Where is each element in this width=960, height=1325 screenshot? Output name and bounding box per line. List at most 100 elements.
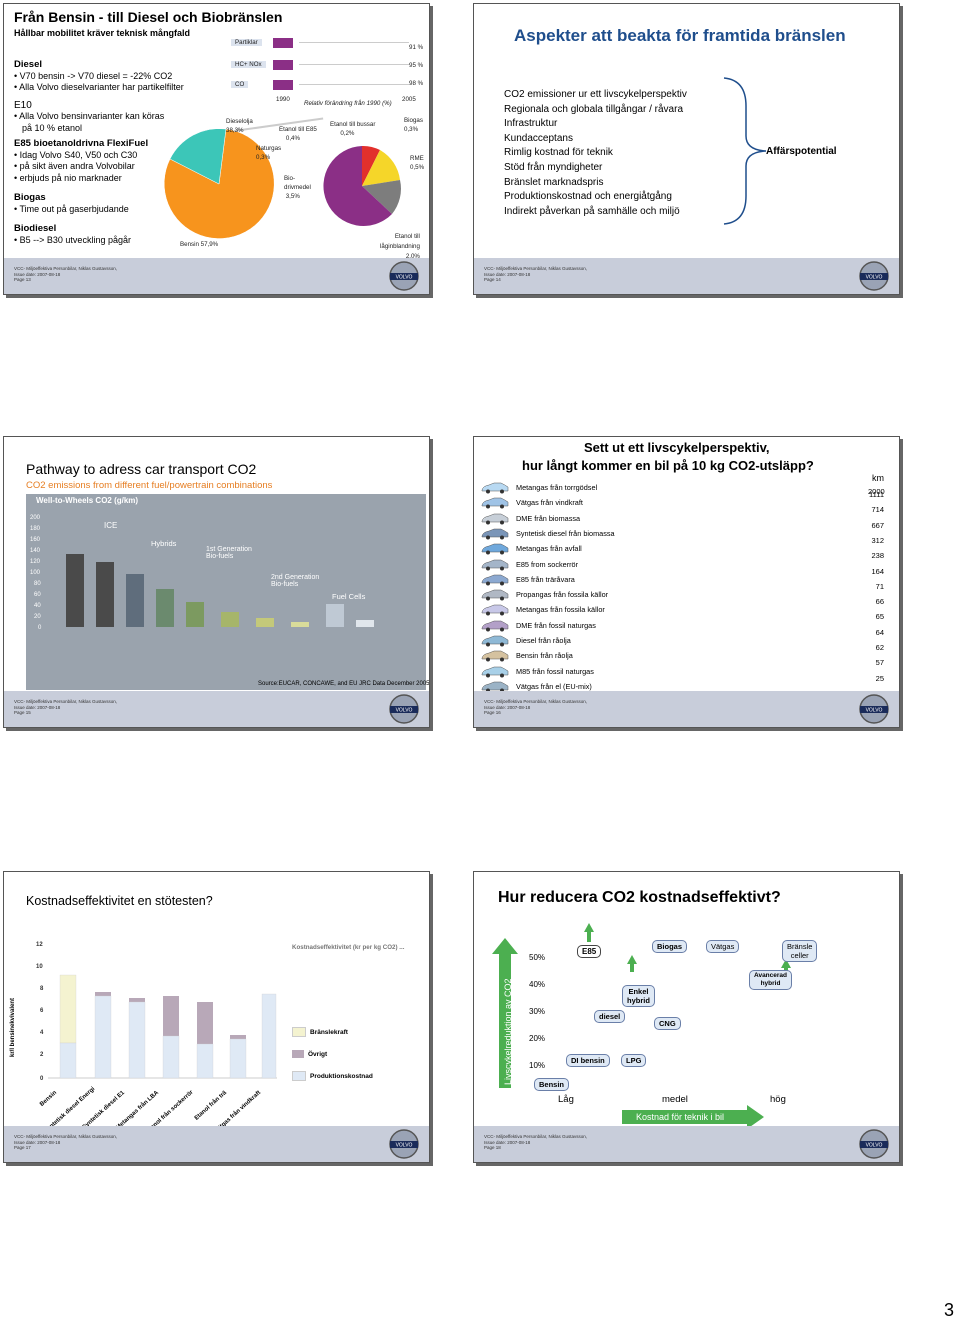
fuel-label: M85 från fossil naturgas — [516, 666, 594, 676]
section-heading-e85: E85 bioetanoldrivna FlexiFuel — [14, 138, 149, 149]
x-tick: Låg — [558, 1094, 574, 1105]
slide-footer: VCC- Miljöeffektiva Personbilar, Niklas … — [474, 258, 899, 294]
slide13-subtitle: Hållbar mobilitet kräver teknisk mångfal… — [14, 28, 191, 38]
up-arrow-icon — [584, 923, 594, 932]
aspect-item: CO2 emissioner ur ett livscykelperspekti… — [504, 89, 687, 100]
bar-percent: 98 % — [409, 80, 424, 87]
car-icon — [481, 620, 509, 632]
slide-15: Pathway to adress car transport CO2 CO2 … — [3, 436, 430, 728]
volvo-logo-icon: VOLVO — [859, 1129, 889, 1159]
label-etanol-bussar: Etanol till bussar 0,2% — [330, 121, 376, 137]
svg-text:100: 100 — [30, 570, 41, 576]
km-value: 238 — [871, 551, 884, 561]
slide-14: Aspekter att beakta för framtida bränsle… — [473, 3, 900, 295]
car-icon — [481, 651, 509, 662]
pie-slice-diesel — [169, 129, 227, 185]
year-start: 1990 — [276, 96, 290, 103]
x-tick: hög — [770, 1094, 786, 1105]
slide17-title: Kostnadseffektivitet en stötesten? — [26, 894, 213, 908]
chart-bar — [59, 1042, 77, 1079]
km-value: 25 — [875, 673, 884, 683]
footer-meta: VCC- Miljöeffektiva Personbilar, Niklas … — [14, 266, 117, 282]
aspect-item: Regionala och globala tillgångar / råvar… — [504, 103, 684, 115]
fuel-label: DME från fossil naturgas — [516, 620, 596, 630]
label-laginblandning: Etanol till låginblandning 2,0% — [380, 233, 420, 260]
km-unit: km — [872, 473, 884, 483]
svg-text:180: 180 — [30, 526, 41, 532]
list-item: DME från biomassa 667 — [480, 512, 890, 530]
annotation-1st-gen: 1st Generation Bio-fuels — [206, 546, 252, 560]
svg-text:VOLVO: VOLVO — [396, 1143, 413, 1149]
list-item: Vätgas från vindkraft 714 — [480, 496, 890, 514]
km-value: 312 — [871, 535, 884, 545]
slide-footer: VCC- Miljöeffektiva Personbilar, Niklas … — [4, 258, 429, 294]
x-axis-title: Kostnad för teknik i bil — [636, 1112, 725, 1122]
annotation-ice: ICE — [104, 521, 118, 530]
slide18-title: Hur reducera CO2 kostnadseffektivt? — [498, 889, 781, 906]
label-biogas: Biogas — [652, 940, 688, 953]
bar-fill — [273, 80, 293, 90]
y-tick: 10% — [529, 1061, 546, 1070]
y-tick: 50% — [529, 953, 546, 962]
aspect-item: Produktionskostnad och energiåtgång — [504, 191, 672, 203]
km-value: 164 — [871, 566, 884, 576]
y-tick: 20% — [529, 1034, 546, 1043]
fuel-label: Bensin från råolja — [516, 651, 573, 661]
chart-bar — [230, 1035, 246, 1039]
volvo-logo-icon: VOLVO — [859, 694, 889, 724]
svg-text:12: 12 — [36, 942, 43, 948]
y-axis-title: Livscykelreduktion av CO2 — [503, 978, 513, 1085]
car-icon — [481, 574, 509, 586]
footer-meta: VCC- Miljöeffektiva Personbilar, Niklas … — [484, 1134, 587, 1150]
legend-item: Övrigt — [292, 1044, 373, 1066]
y-ticks: 50% 40% 30% 20% 10% — [529, 944, 545, 1079]
svg-text:80: 80 — [34, 581, 41, 587]
bar-fill — [273, 38, 293, 48]
bullet: • Alla Volvo dieselvarianter har partike… — [14, 82, 184, 92]
chart-bar — [128, 1001, 146, 1079]
fuel-label: DME från biomassa — [516, 513, 581, 523]
label-etanol-e85: Etanol till E85 0,4% — [279, 126, 317, 142]
y-tick: 40% — [529, 980, 546, 989]
slide16-title-line2: hur långt kommer en bil på 10 kg CO2-uts… — [522, 458, 814, 473]
svg-text:0: 0 — [38, 625, 42, 631]
brace-icon — [723, 77, 767, 225]
slide15-subtitle: CO2 emissions from different fuel/powert… — [26, 480, 273, 491]
relative-change-note: Relativ förändring från 1990 (%) — [304, 100, 392, 107]
bar-label: CO — [231, 81, 249, 88]
car-icon — [481, 513, 509, 525]
svg-text:VOLVO: VOLVO — [866, 275, 883, 281]
slide-17: Kostnadseffektivitet en stötesten? kr/l … — [3, 871, 430, 1163]
list-item: Propangas från fossila källor 66 — [480, 588, 890, 606]
svg-text:200: 200 — [30, 515, 41, 521]
x-tick: medel — [662, 1094, 688, 1105]
section-heading-biogas: Biogas — [14, 192, 46, 203]
chart-bar — [94, 995, 112, 1079]
list-item: DME från fossil naturgas 64 — [480, 619, 890, 637]
label-enkel-hybrid: Enkel hybrid — [622, 985, 655, 1007]
list-item: Metangas från torrgödsel 1111 — [480, 481, 890, 499]
list-item: Diesel från råolja 62 — [480, 634, 890, 652]
pie-slice-gray — [362, 180, 401, 214]
slide-16: Sett ut ett livscykelperspektiv, hur lån… — [473, 436, 900, 728]
slide13-text-column: Diesel • V70 bensin -> V70 diesel = -22%… — [14, 59, 199, 246]
label-biodrivmedel: Bio-drivmedel 3,5% — [284, 175, 311, 200]
chart-bar — [196, 1043, 214, 1079]
aspects-list: CO2 emissioner ur ett livscykelperspekti… — [504, 88, 687, 219]
bar-track — [299, 42, 409, 47]
label-vatgas: Vätgas — [706, 940, 740, 953]
chart-bar — [356, 620, 374, 627]
chart-bar — [326, 604, 344, 627]
slide16-title-line1: Sett ut ett livscykelperspektiv, — [584, 440, 770, 455]
fuel-label: Syntetisk diesel från biomassa — [516, 528, 615, 538]
aspect-item: Rimlig kostnad för teknik — [504, 147, 613, 159]
km-value: 667 — [871, 520, 884, 530]
chart-bar — [162, 1035, 180, 1079]
aspect-item: Kundacceptans — [504, 132, 573, 144]
section-heading-e10: E10 — [14, 99, 32, 111]
bar-fill — [273, 60, 293, 70]
bar-track — [299, 84, 409, 89]
label-bensin: Bensin — [534, 1078, 570, 1091]
km-value: 64 — [875, 627, 884, 637]
business-potential-label: Affärspotential — [766, 146, 837, 157]
